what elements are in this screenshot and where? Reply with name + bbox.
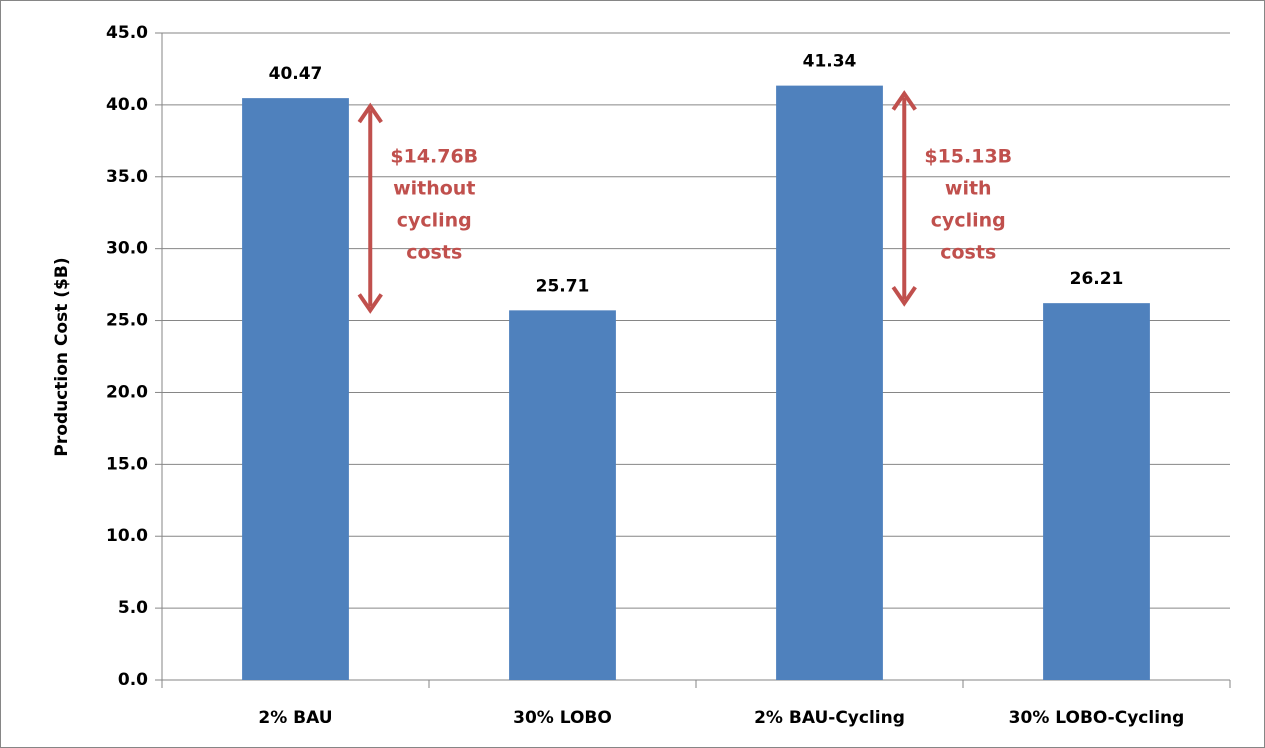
- data-label: 41.34: [803, 52, 857, 72]
- annotation: $15.13B: [924, 146, 1012, 168]
- y-tick-label: 30.0: [106, 239, 148, 259]
- arrow-head: [891, 90, 917, 111]
- y-tick-label: 45.0: [106, 23, 148, 43]
- y-tick-label: 0.0: [118, 670, 148, 690]
- x-tick-label: 2% BAU-Cycling: [754, 708, 905, 728]
- data-label: 25.71: [536, 276, 590, 296]
- x-tick-label: 2% BAU: [258, 708, 332, 728]
- y-tick-label: 10.0: [106, 526, 148, 546]
- annotation: cycling: [397, 210, 472, 232]
- annotation: costs: [940, 242, 996, 264]
- y-tick-label: 5.0: [118, 598, 148, 618]
- y-tick-label: 35.0: [106, 167, 148, 187]
- y-tick-label: 15.0: [106, 454, 148, 474]
- arrow-head: [357, 293, 383, 314]
- bar: [242, 98, 349, 680]
- bar: [1043, 303, 1150, 680]
- arrow-head: [357, 102, 383, 124]
- bar: [776, 85, 883, 680]
- data-label: 40.47: [269, 64, 323, 84]
- data-label: 26.21: [1070, 269, 1124, 289]
- x-tick-label: 30% LOBO: [513, 708, 612, 728]
- y-axis-label: Production Cost ($B): [52, 257, 72, 456]
- annotation: with: [945, 178, 992, 200]
- y-tick-label: 20.0: [106, 382, 148, 402]
- annotation: cycling: [931, 210, 1006, 232]
- annotation: costs: [406, 242, 462, 264]
- x-tick-label: 30% LOBO-Cycling: [1009, 708, 1185, 728]
- arrow-head: [891, 286, 917, 307]
- y-tick-label: 25.0: [106, 311, 148, 331]
- bar: [509, 310, 616, 680]
- annotation: $14.76B: [390, 146, 478, 168]
- annotation: without: [393, 178, 475, 200]
- y-tick-label: 40.0: [106, 95, 148, 115]
